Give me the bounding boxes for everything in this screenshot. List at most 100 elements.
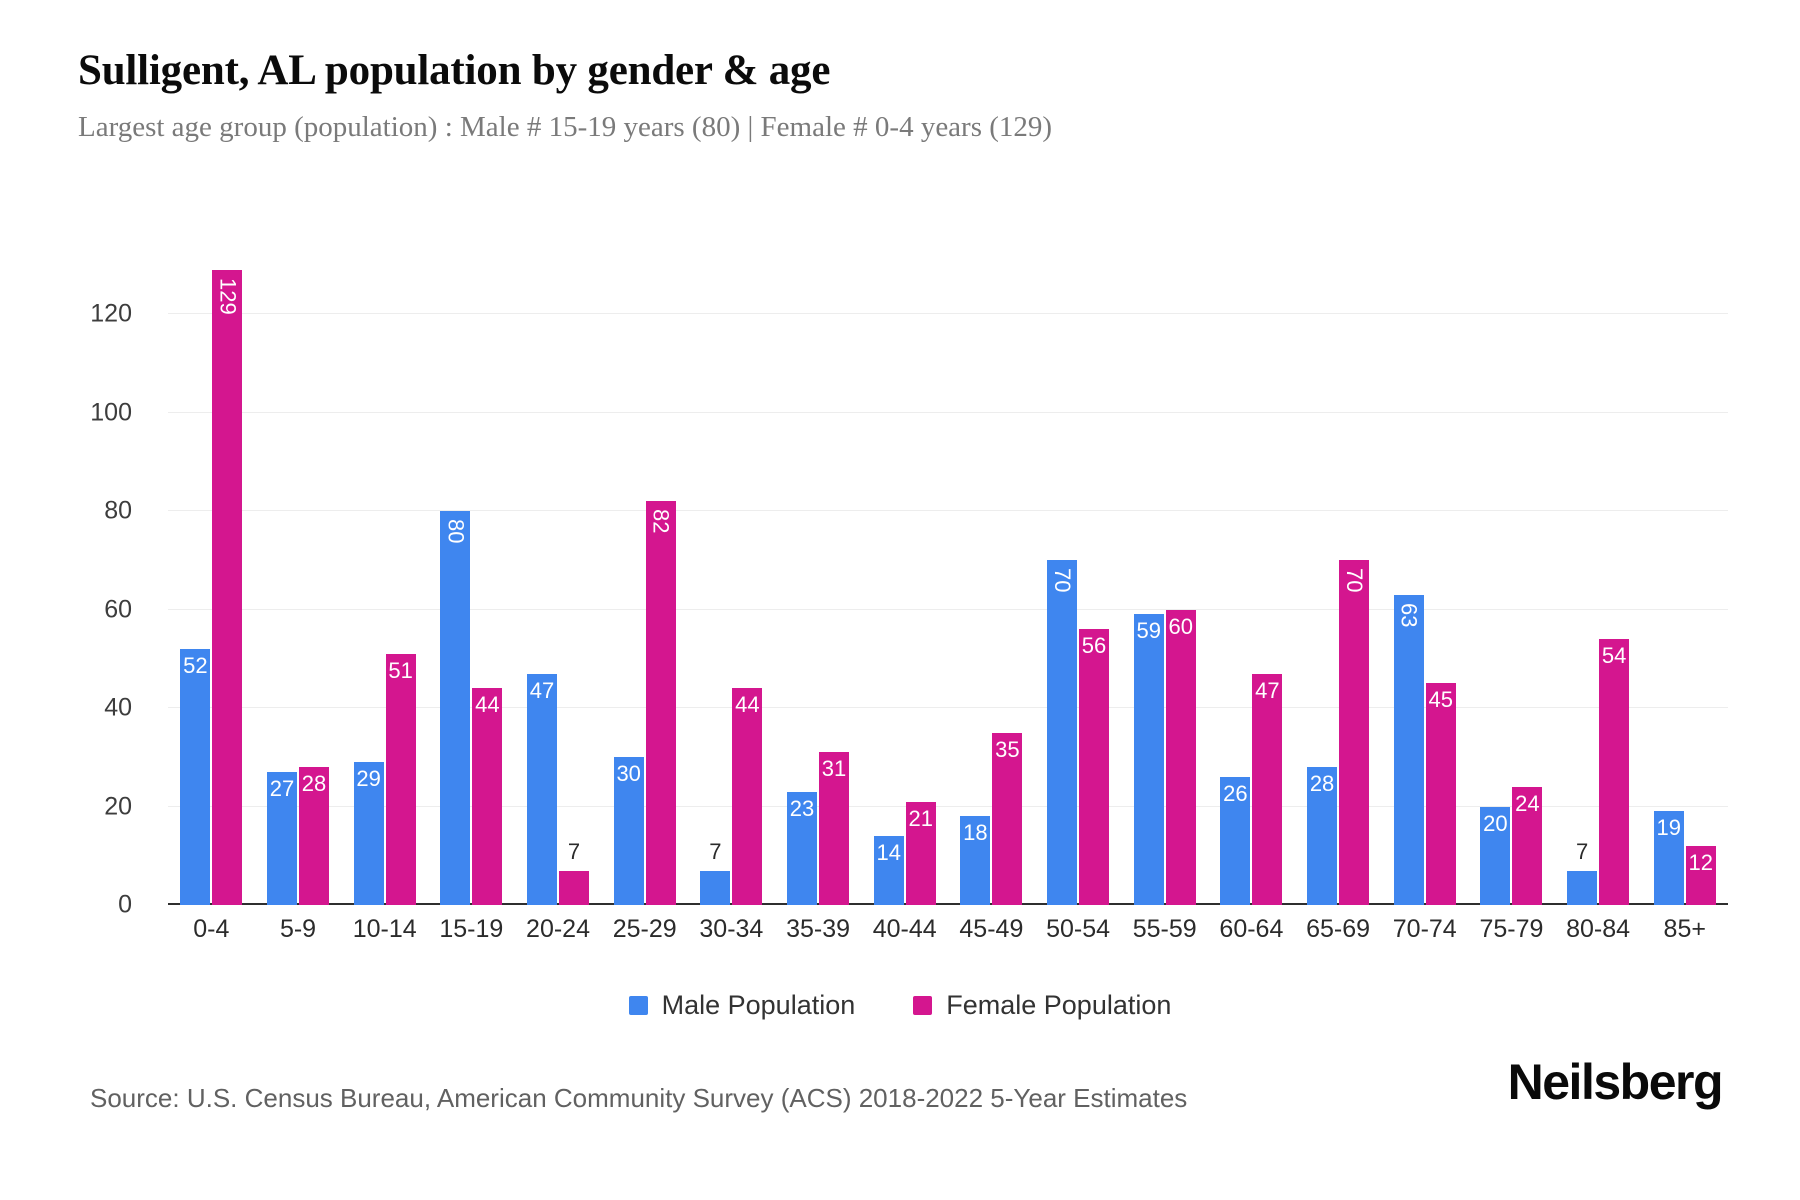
bar-value-label: 70 [1342,568,1368,593]
bar-female[interactable]: 47 [1252,673,1283,905]
y-axis-tick-label: 40 [104,693,132,722]
source-note: Source: U.S. Census Bureau, American Com… [90,1083,1188,1113]
x-axis-labels: 0-4 5-9 10-14 15-19 20-24 25-29 30-34 35-39 40-4… [168,915,1728,944]
x-axis-tick-label: 5-9 [279,915,317,943]
x-axis-tick-label: 20-24 [526,915,590,943]
bar-value-label: 129 [215,277,241,315]
bar-value-label: 7 [709,838,722,864]
bar-value-label: 44 [475,692,500,718]
bar-female[interactable]: 24 [1512,786,1543,905]
bar-male[interactable]: 20 [1480,806,1511,905]
bar-male[interactable]: 30 [613,757,644,905]
bar-value-label: 47 [529,677,555,703]
bar-value-label: 56 [1081,633,1107,659]
bar-female[interactable]: 51 [385,653,416,905]
bar-value-label: 60 [1168,613,1193,639]
bar-female[interactable]: 28 [299,767,329,905]
legend-item-male[interactable]: Male Population [628,990,856,1021]
legend-swatch-male-icon [628,996,648,1015]
y-axis-tick-label: 80 [104,496,132,525]
chart-footer: Source: U.S. Census Bureau, American Com… [0,1054,1800,1145]
bar-male[interactable]: 19 [1653,811,1684,905]
bar-female[interactable]: 12 [1685,845,1716,905]
bar-group: 26 47 [1208,255,1295,905]
x-axis-tick-label: 15-19 [439,915,504,943]
y-axis-labels: 0 20 40 60 80 100 120 [0,255,150,919]
x-axis-tick-label: 30-34 [699,915,764,943]
x-axis-tick-label: 10-14 [352,915,417,943]
bar-female[interactable]: 82 [645,501,676,905]
y-axis-tick-label: 120 [90,299,132,328]
bar-group: 20 24 [1468,255,1555,905]
bar-male[interactable]: 70 [1047,560,1078,905]
bar-male[interactable]: 52 [180,648,211,905]
bar-female[interactable]: 35 [992,732,1023,905]
bar-male[interactable]: 80 [440,511,471,905]
bar-group: 7 54 [1555,255,1642,905]
bar-female[interactable]: 129 [212,269,243,905]
chart-legend: Male Population Female Population [0,990,1800,1021]
bar-value-label: 59 [1136,618,1161,644]
chart-subtitle: Largest age group (population) : Male # … [78,111,1053,144]
bar-value-label: 45 [1428,687,1453,713]
bar-female[interactable]: 21 [905,801,936,905]
bar-male[interactable]: 26 [1220,776,1251,905]
bar-value-label: 82 [648,509,674,534]
bar-female[interactable]: 44 [472,688,503,905]
page-title: Sulligent, AL population by gender & age [78,47,831,94]
bar-group: 30 82 [601,255,688,905]
bar-male[interactable]: 47 [527,673,558,905]
bar-group: 63 45 [1381,255,1468,905]
x-axis-tick-label: 40-44 [872,915,937,943]
bar-value-label: 24 [1515,790,1540,816]
bar-male[interactable]: 29 [353,762,384,905]
bar-male[interactable]: 14 [873,836,904,905]
bar-value-label: 51 [388,657,413,683]
x-axis-tick-label: 0-4 [193,915,230,943]
x-axis-tick-label: 25-29 [612,915,677,943]
x-axis-tick-label: 85+ [1663,915,1706,943]
bar-male[interactable]: 18 [960,816,991,905]
plot-wrapper: 52 129 27 28 29 51 80 44 47 7 30 82 7 44 23 31 14 21 18 35 7… [0,255,1800,905]
bar-value-label: 30 [616,761,641,787]
bar-male[interactable]: 27 [267,772,297,905]
bar-value-label: 21 [908,805,933,831]
bar-female[interactable]: 45 [1425,683,1456,905]
bar-female[interactable]: 60 [1165,609,1196,905]
legend-label-male: Male Population [661,990,856,1020]
bar-value-label: 31 [821,756,847,782]
bar-male[interactable]: 7 [700,840,731,905]
y-axis-tick-label: 0 [118,890,132,919]
x-axis-tick-label: 50-54 [1046,915,1111,943]
legend-item-female[interactable]: Female Population [913,990,1171,1021]
bar-value-label: 18 [963,820,988,846]
bar-male[interactable]: 23 [787,791,818,905]
bar-value-label: 20 [1483,810,1508,836]
plot-area: 52 129 27 28 29 51 80 44 47 7 30 82 7 44 23 31 14 21 18 35 7… [168,255,1728,905]
bar-value-label: 26 [1223,780,1248,806]
bar-value-label: 80 [443,519,469,544]
bar-male[interactable]: 28 [1307,767,1338,905]
bar-value-label: 28 [301,771,327,797]
y-axis-tick-label: 60 [104,595,132,624]
bar-group: 28 70 [1295,255,1382,905]
bar-value-label: 70 [1050,568,1076,593]
bar-male[interactable]: 63 [1393,594,1424,905]
bar-female[interactable]: 7 [559,840,590,905]
x-axis-tick-label: 55-59 [1132,915,1197,943]
bar-group: 47 7 [515,255,602,905]
bar-female[interactable]: 44 [732,688,763,905]
bar-value-label: 7 [567,838,581,864]
bar-female[interactable]: 56 [1079,629,1110,905]
x-axis-tick-label: 65-69 [1306,915,1371,943]
bar-female[interactable]: 54 [1599,639,1630,905]
bar-male[interactable]: 59 [1133,614,1164,905]
y-axis-tick-label: 100 [90,398,132,427]
bar-group: 19 12 [1641,255,1728,905]
bar-value-label: 35 [995,736,1020,762]
bar-female[interactable]: 70 [1339,560,1370,905]
bar-female[interactable]: 31 [819,752,850,905]
bar-male[interactable]: 7 [1567,840,1598,905]
x-axis-tick-label: 75-79 [1479,915,1544,943]
